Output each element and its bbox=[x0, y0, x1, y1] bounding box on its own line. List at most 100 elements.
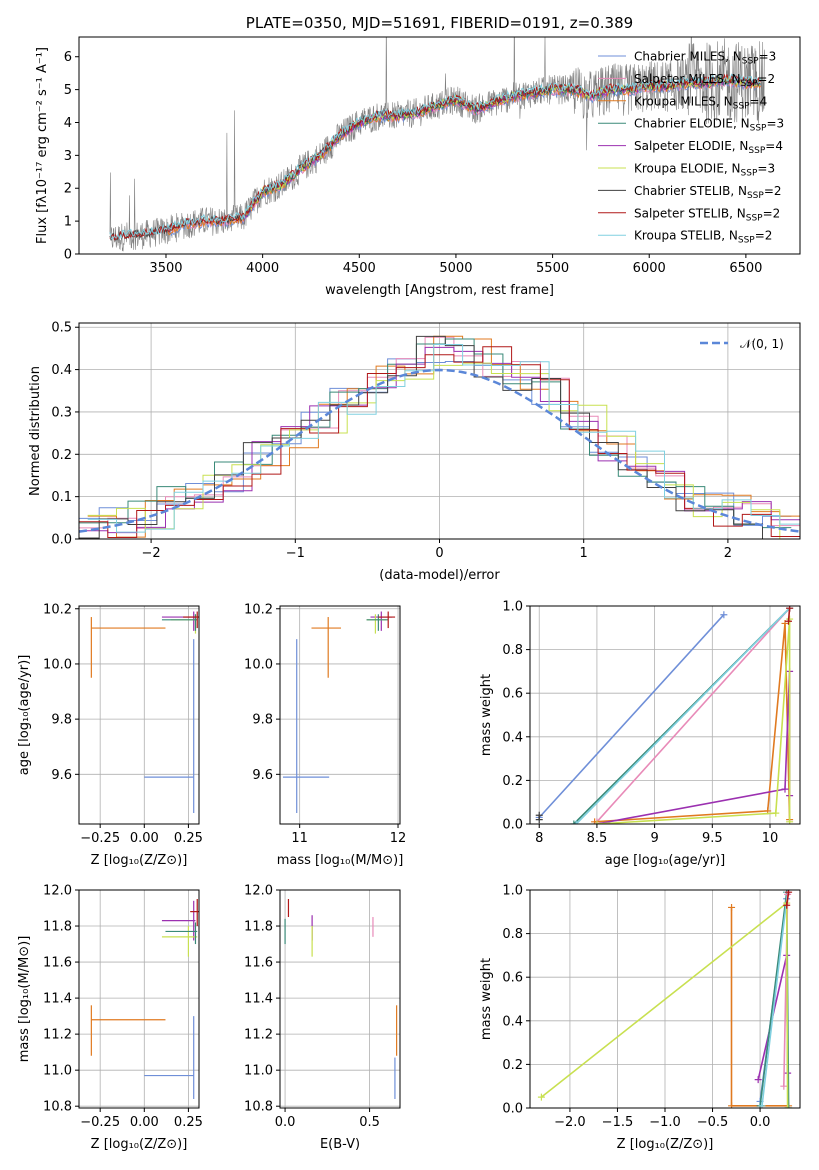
weight-vs-metallicity-frame bbox=[529, 889, 801, 1109]
mass-vs-extinction-ytick-label: 12.0 bbox=[244, 884, 273, 899]
spectrum-xtick-label: 6000 bbox=[633, 261, 666, 276]
weight-vs-age-ytick-label: 0.8 bbox=[502, 643, 523, 658]
weight-vs-age-series-5-marker bbox=[781, 785, 789, 793]
histogram-ticks: −2 −1 0 1 2 0.0 0.1 0.2 0.3 0.4 0.5 bbox=[51, 321, 732, 561]
weight-vs-age-ytick-label: 1.0 bbox=[502, 600, 523, 615]
legend-label-tail: =2 bbox=[755, 229, 773, 243]
weight-vs-age-frame bbox=[529, 605, 801, 825]
mass-vs-metallicity-ytick-label: 12.0 bbox=[43, 884, 72, 899]
age-vs-mass-frame bbox=[279, 605, 401, 825]
mass-vs-extinction-ytick-label: 11.0 bbox=[244, 1064, 273, 1079]
legend-label: Salpeter STELIB, NSSP=2 bbox=[634, 206, 780, 223]
age-vs-metallicity-ytick-label: 10.2 bbox=[43, 602, 72, 617]
histogram-step-7 bbox=[79, 346, 800, 538]
legend-label-text: Kroupa MILES, N bbox=[634, 94, 733, 108]
age-vs-metallicity-xtick-label: 0.25 bbox=[174, 831, 203, 846]
histogram-ytick-label: 0.5 bbox=[51, 321, 72, 336]
weight-vs-metallicity-ytick-label: 0.2 bbox=[502, 1058, 523, 1073]
weight-vs-metallicity-ytick-label: 0.0 bbox=[502, 1102, 523, 1117]
legend-label-tail: =3 bbox=[757, 162, 775, 176]
weight-vs-metallicity-ticks: −2.0 −1.5 −1.0 −0.5 0.0 0.0 0.2 0.4 0.6 0.8 1.0 bbox=[502, 884, 770, 1131]
age-vs-mass-axes: 11 12 9.6 9.8 10.0 10.2 bbox=[244, 602, 406, 846]
histogram-legend-label: 𝒩(0, 1) bbox=[740, 337, 784, 351]
weight-vs-metallicity-series-5-marker bbox=[780, 1082, 788, 1090]
legend-label-text: Kroupa ELODIE, N bbox=[634, 162, 741, 176]
histogram-step-5 bbox=[87, 362, 800, 539]
age-vs-metallicity-xlabel: Z [log₁₀(Z/Z⊙)] bbox=[91, 853, 188, 868]
age-vs-metallicity-ylabel: age [log₁₀(age/yr)] bbox=[17, 655, 32, 776]
histogram-ytick-label: 0.0 bbox=[51, 533, 72, 548]
mass-vs-metallicity-xtick-label: −0.25 bbox=[80, 1115, 120, 1130]
weight-vs-age-series-8-marker bbox=[786, 606, 794, 612]
weight-vs-age-xtick-label: 10 bbox=[762, 831, 779, 846]
weight-vs-metallicity-ytick-label: 0.6 bbox=[502, 971, 523, 986]
histogram-ytick-label: 0.1 bbox=[51, 490, 72, 505]
weight-vs-metallicity-ytick-label: 1.0 bbox=[502, 884, 523, 899]
legend-label-text: Chabrier MILES, N bbox=[634, 50, 742, 64]
histogram-ylabel: Normed distribution bbox=[28, 366, 43, 496]
weight-vs-metallicity-series-0-marker bbox=[728, 903, 736, 911]
spectrum-ytick-label: 2 bbox=[64, 182, 72, 197]
weight-vs-age-series-1 bbox=[596, 607, 791, 823]
weight-vs-age-ytick-label: 0.4 bbox=[502, 730, 523, 745]
age-vs-mass-xtick-label: 12 bbox=[390, 831, 407, 846]
age-vs-metallicity-axes: −0.25 0.00 0.25 9.6 9.8 10.0 10.2 bbox=[43, 602, 203, 846]
weight-vs-metallicity-series-4 bbox=[761, 892, 789, 1106]
spectrum-frame bbox=[78, 36, 801, 255]
histogram-xlabel: (data-model)/error bbox=[379, 568, 500, 583]
legend-label-tail: =3 bbox=[759, 50, 777, 64]
age-vs-mass-ytick-label: 9.6 bbox=[252, 768, 273, 783]
legend-label-tail: =4 bbox=[750, 94, 768, 108]
spectrum-xtick-label: 6500 bbox=[729, 261, 762, 276]
histogram-frame bbox=[78, 322, 801, 540]
legend-label: Chabrier ELODIE, NSSP=3 bbox=[634, 117, 784, 134]
mass-vs-extinction-ytick-label: 11.4 bbox=[244, 992, 273, 1007]
legend-label-sub: SSP bbox=[747, 191, 764, 201]
weight-vs-age-series-2-marker bbox=[570, 820, 578, 824]
weight-vs-metallicity-series-7-marker bbox=[785, 890, 793, 896]
mass-vs-extinction-points bbox=[284, 899, 398, 1099]
weight-vs-age-xlabel: age [log₁₀(age/yr)] bbox=[605, 853, 726, 868]
mass-vs-extinction-ytick-label: 11.8 bbox=[244, 920, 273, 935]
spectrum-title: PLATE=0350, MJD=51691, FIBERID=0191, z=0… bbox=[246, 14, 633, 32]
age-vs-metallicity-ytick-label: 9.8 bbox=[51, 713, 72, 728]
weight-vs-metallicity-ytick-label: 0.4 bbox=[502, 1014, 523, 1029]
weight-vs-metallicity-series-6-marker bbox=[537, 1093, 545, 1101]
weight-vs-metallicity-series-4-marker bbox=[758, 1102, 766, 1108]
weight-vs-metallicity-ytick-label: 0.8 bbox=[502, 927, 523, 942]
spectrum-ylabel: Flux [fλ10⁻¹⁷ erg cm⁻² s⁻¹ A⁻¹] bbox=[35, 47, 50, 244]
weight-vs-age-series-0-marker bbox=[720, 611, 728, 619]
weight-vs-metallicity-xlabel: Z [log₁₀(Z/Z⊙)] bbox=[617, 1137, 714, 1152]
legend-label-tail: =4 bbox=[765, 139, 783, 153]
spectrum-ytick-label: 3 bbox=[64, 149, 72, 164]
weight-vs-age-xtick-label: 9 bbox=[650, 831, 658, 846]
mass-vs-metallicity-axes: −0.25 0.00 0.25 10.8 11.0 11.2 11.4 11.6 11.8 12.… bbox=[43, 884, 203, 1131]
age-vs-metallicity-points bbox=[90, 611, 199, 813]
histogram-step-8 bbox=[87, 344, 800, 533]
weight-vs-age-lines bbox=[535, 606, 794, 824]
legend-label-sub: SSP bbox=[741, 169, 758, 179]
histogram-axes: −2 −1 0 1 2 0.0 0.1 0.2 0.3 0.4 0.5 bbox=[51, 321, 800, 561]
mass-vs-metallicity-xtick-label: 0.25 bbox=[174, 1115, 203, 1130]
mass-vs-extinction-xtick-label: 0.5 bbox=[359, 1115, 380, 1130]
weight-vs-age-series-5 bbox=[596, 671, 791, 824]
legend-label-sub: SSP bbox=[748, 146, 765, 156]
weight-vs-age-ytick-label: 0.2 bbox=[502, 774, 523, 789]
mass-vs-extinction-frame bbox=[279, 889, 401, 1109]
histogram-xtick-label: 2 bbox=[724, 546, 732, 561]
histogram-xtick-label: −2 bbox=[142, 546, 161, 561]
mass-vs-metallicity-ytick-label: 11.4 bbox=[43, 992, 72, 1007]
age-vs-metallicity-ytick-label: 9.6 bbox=[51, 768, 72, 783]
histogram-step-1 bbox=[79, 336, 800, 529]
mass-vs-metallicity-ytick-label: 11.6 bbox=[43, 956, 72, 971]
legend-label-tail: =2 bbox=[764, 184, 782, 198]
age-vs-mass-points bbox=[282, 611, 396, 813]
legend-label-sub: SSP bbox=[733, 101, 750, 111]
spectrum-xtick-label: 3500 bbox=[149, 261, 182, 276]
weight-vs-metallicity-series-0-marker bbox=[728, 1102, 736, 1108]
legend-label: Kroupa ELODIE, NSSP=3 bbox=[634, 162, 775, 179]
age-vs-metallicity-frame bbox=[78, 605, 200, 825]
histogram-step-0 bbox=[79, 358, 792, 526]
histogram-ytick-label: 0.2 bbox=[51, 448, 72, 463]
weight-vs-metallicity-ylabel: mass weight bbox=[479, 958, 494, 1040]
